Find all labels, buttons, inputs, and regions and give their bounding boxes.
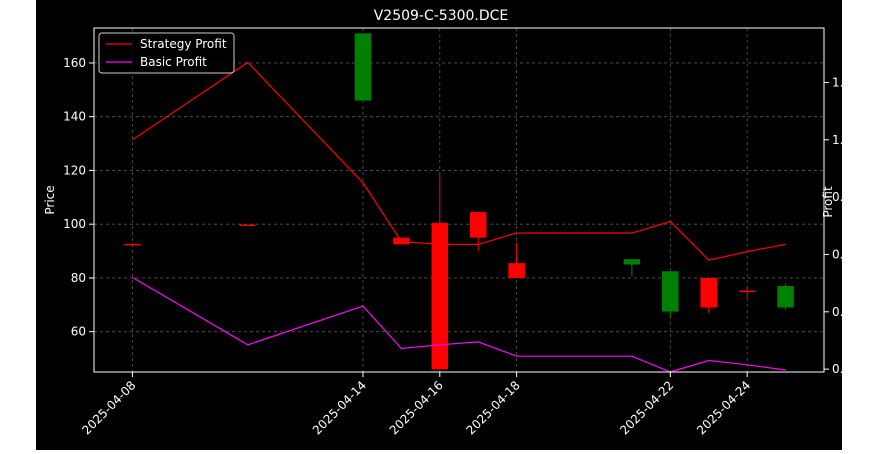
left-tick-label: 100 [63,217,86,231]
x-tick-label: 2025-04-16 [387,378,446,437]
right-tick-label: 1.0 [832,133,842,147]
legend-strategy-label: Strategy Profit [140,37,227,51]
profit-lines [132,61,786,373]
strategy-profit-line [132,61,786,261]
x-tick-label: 2025-04-14 [310,378,369,437]
grid [94,28,824,372]
candle-body [354,33,372,101]
candles [124,33,794,370]
x-tick-label: 2025-04-08 [79,378,138,437]
left-tick-label: 120 [63,163,86,177]
x-tick-label: 2025-04-22 [617,378,676,437]
left-tick-label: 80 [71,271,86,285]
candle-body [623,259,641,265]
right-tick-label: 0.4 [832,305,842,319]
right-tick-label: 0.6 [832,247,842,261]
candle-body [700,277,717,308]
candlestick-chart: V2509-C-5300.DCE 60 80 100 120 140 160 0.2 0.4 0… [43,8,851,438]
left-tick-label: 60 [71,325,86,339]
figure: V2509-C-5300.DCE 60 80 100 120 140 160 0.2 0.4 0… [36,0,851,450]
plot-frame [93,27,825,373]
right-tick-label: 0.2 [832,362,842,376]
axes: 60801001201401600.20.40.60.81.01.22025-0… [63,56,851,438]
right-axis-label: Profit [821,186,835,218]
candle-body [469,212,487,238]
legend: Strategy Profit Basic Profit [98,32,235,74]
chart-title: V2509-C-5300.DCE [374,8,509,24]
right-tick-label: 1.2 [832,75,842,89]
candle-body [777,286,794,308]
legend-box [98,32,235,74]
candle-body [662,271,679,312]
candle-body [431,222,449,370]
left-axis-label: Price [43,185,57,214]
x-tick-label: 2025-04-18 [464,378,523,437]
left-tick-label: 140 [63,110,86,124]
legend-basic-label: Basic Profit [140,55,207,69]
left-tick-label: 160 [63,56,86,70]
candle-body [508,263,525,278]
basic-profit-line [132,276,786,373]
x-tick-label: 2025-04-24 [694,378,753,437]
